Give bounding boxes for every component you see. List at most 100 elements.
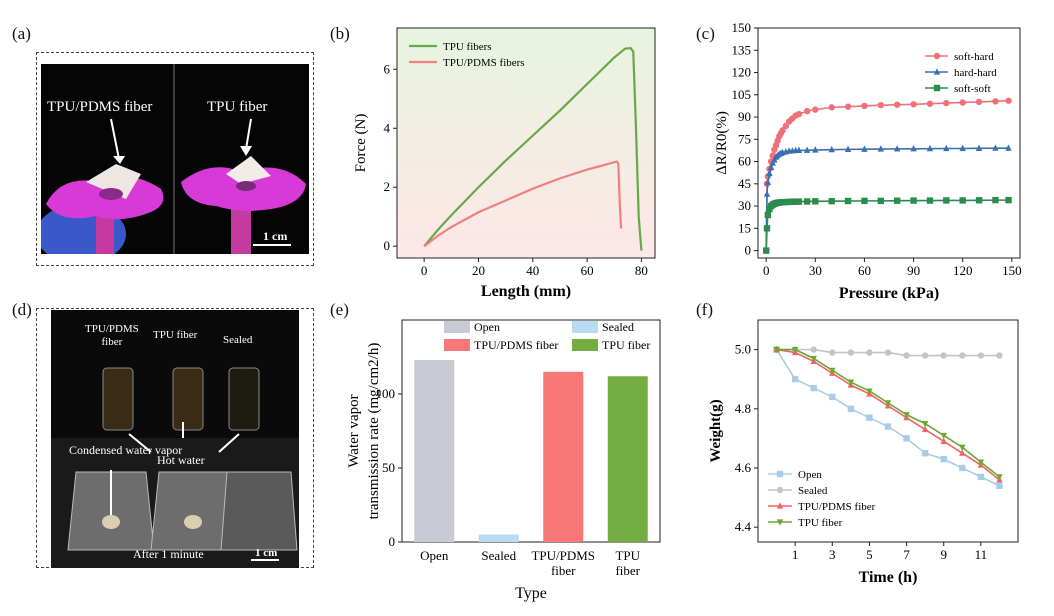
series-point-3 [773, 347, 780, 354]
x-tick-label: 80 [635, 263, 648, 278]
series-point-3 [903, 412, 910, 419]
panel-letter-c: (c) [696, 24, 715, 43]
vial-label-sealed: Sealed [223, 334, 253, 346]
y-tick-label: 4.8 [735, 401, 751, 416]
y-tick-label: 120 [732, 65, 752, 80]
series-point-0 [782, 122, 790, 130]
series-point-1 [803, 146, 811, 153]
series-point-1 [884, 349, 892, 356]
series-point-1 [829, 349, 836, 356]
label-tpu-pdms-fiber: TPU/PDMS fiber [47, 99, 153, 115]
x-tick-label: 7 [903, 547, 910, 562]
series-point-0 [893, 101, 901, 108]
series-point-1 [877, 145, 885, 152]
x-tick-label: 11 [975, 547, 988, 562]
x-axis-label: Type [515, 585, 547, 602]
series-point-2 [763, 225, 771, 232]
x-tick-label: 120 [953, 263, 973, 278]
series-line-2 [776, 348, 1000, 481]
y-tick-label: 50 [382, 460, 395, 475]
label-tpu-fiber: TPU fiber [207, 99, 268, 115]
x-tick-label: 3 [829, 547, 836, 562]
series-point-2 [893, 197, 901, 204]
series-point-0 [884, 423, 892, 430]
bar-1 [478, 534, 519, 542]
series-point-2 [779, 199, 786, 206]
bar-2 [543, 371, 584, 542]
panel-letter-a: (a) [12, 24, 31, 43]
y-tick-label: 4 [384, 120, 391, 135]
chart-c-resistance-pressure: 0 30 60 90 120 150 0 15 30 45 60 75 90 105 120 135 150 so… [714, 20, 1022, 302]
legend-label-3: TPU fiber [798, 517, 843, 529]
series-point-1 [977, 352, 985, 359]
panel-letter-e: (e) [330, 300, 349, 319]
plot-frame [401, 319, 661, 543]
series-point-2 [910, 197, 917, 204]
series-point-1 [959, 352, 966, 359]
series-point-2 [959, 449, 966, 456]
series-point-0 [903, 435, 910, 442]
vials-cups-photo [51, 310, 299, 568]
series-point-0 [959, 464, 966, 472]
series-line-3 [776, 348, 1000, 478]
chart-b-force-length: 0 20 40 60 80 0 2 4 6 TPU fibers TPU/PDMS fibers Le… [353, 27, 656, 300]
series-point-1 [795, 146, 803, 154]
series-point-0 [926, 100, 934, 107]
scale-bar-label: 1 cm [263, 229, 288, 243]
series-point-1 [940, 352, 947, 359]
series-point-3 [866, 388, 873, 395]
series-point-1 [903, 352, 910, 359]
legend-marker-3 [776, 519, 784, 526]
legend-swatch-0 [444, 321, 470, 333]
series-point-0 [803, 107, 811, 115]
x-tick-label: 60 [858, 263, 871, 278]
series-point-1 [810, 346, 817, 353]
legend-marker-2 [933, 84, 941, 92]
series-point-2 [940, 437, 947, 444]
plot-frame [396, 27, 656, 259]
series-point-0 [779, 127, 786, 134]
legend-label-2: soft-soft [954, 83, 991, 95]
series-point-0 [940, 455, 947, 463]
series-point-3 [921, 421, 929, 428]
x-axis-label: Time (h) [859, 569, 918, 586]
legend-label-0: Open [798, 469, 822, 481]
series-point-1 [828, 145, 835, 153]
vial-label-tpu-pdms: TPU/PDMS fiber [85, 323, 139, 348]
series-point-0 [975, 98, 983, 106]
series-line-0 [423, 46, 643, 251]
series-point-1 [992, 144, 999, 151]
legend-label-3: TPU fiber [602, 338, 650, 352]
series-point-2 [877, 197, 885, 205]
x-tick-label: 30 [809, 263, 822, 278]
flower-photo [41, 64, 309, 254]
series-point-0 [828, 104, 835, 111]
y-tick-label: 5.0 [735, 342, 751, 357]
legend-swatch-3 [572, 339, 598, 351]
x-tick-label: 60 [581, 263, 594, 278]
series-point-2 [764, 211, 772, 219]
series-point-0 [795, 110, 803, 118]
y-tick-label: 90 [738, 109, 751, 124]
series-point-2 [795, 198, 803, 205]
x-tick-label: 9 [940, 547, 947, 562]
y-axis-label-line-1: Water vapor [346, 394, 362, 467]
series-point-0 [996, 482, 1003, 489]
series-point-1 [910, 144, 917, 152]
category-label-0: Open [420, 548, 449, 563]
y-tick-label: 135 [732, 42, 752, 57]
y-tick-label: 0 [384, 238, 391, 253]
y-tick-label: 6 [384, 61, 391, 76]
y-tick-label: 15 [738, 220, 751, 235]
series-point-1 [975, 144, 983, 151]
series-point-2 [943, 197, 950, 204]
panel-letter-f: (f) [696, 300, 713, 319]
series-point-2 [992, 196, 999, 204]
plot-frame [757, 319, 1019, 543]
photo-d-frame: TPU/PDMS fiber TPU fiber Sealed Hot wate… [36, 308, 314, 568]
y-tick-label: 4.4 [735, 519, 752, 534]
series-point-2 [926, 197, 934, 204]
category-label-2: TPU/PDMS [531, 548, 595, 563]
y-tick-label: 30 [738, 198, 751, 213]
series-point-1 [766, 169, 773, 177]
